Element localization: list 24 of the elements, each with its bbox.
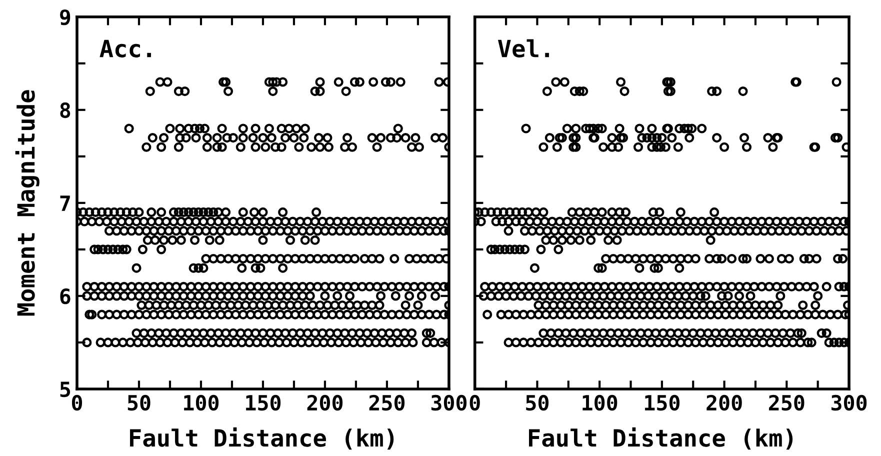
x-tick-label: 100 <box>184 394 219 411</box>
x-tick-label: 200 <box>706 394 742 411</box>
x-axis-title: Fault Distance (km) <box>529 427 793 450</box>
annotation: Acc. <box>100 40 151 58</box>
x-tick-label: 250 <box>769 394 804 411</box>
y-tick-label: 7 <box>60 196 70 211</box>
x-tick-label: 150 <box>246 394 281 411</box>
y-tick-label: 9 <box>60 9 70 26</box>
x-tick-label: 0 <box>72 394 82 411</box>
y-axis-title: Moment Magnitude <box>15 90 40 316</box>
x-tick-label: 50 <box>526 394 549 411</box>
y-tick-label: 8 <box>60 102 70 118</box>
x-tick-label: 50 <box>128 394 150 411</box>
x-tick-label: 300 <box>831 394 867 411</box>
x-tick-label: 300 <box>431 394 467 411</box>
x-axis-title: Fault Distance (km) <box>130 427 394 450</box>
x-tick-label: 100 <box>582 394 618 411</box>
x-tick-label: 150 <box>645 394 680 411</box>
x-tick-label: 250 <box>369 394 405 411</box>
x-tick-label: 0 <box>470 394 480 411</box>
y-tick-label: 5 <box>60 382 70 398</box>
annotation: Vel. <box>498 39 549 58</box>
x-tick-label: 200 <box>307 394 343 411</box>
y-tick-label: 6 <box>60 288 70 304</box>
